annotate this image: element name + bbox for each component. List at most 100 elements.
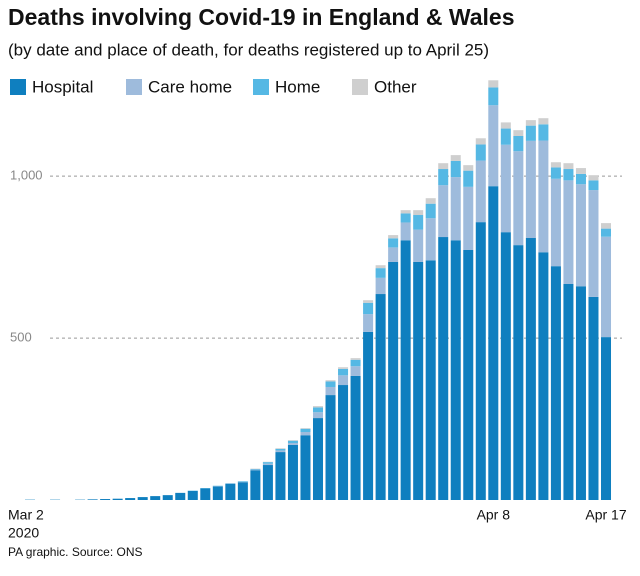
bar-segment (300, 428, 311, 429)
bar-segment (287, 440, 298, 444)
bar-segment (375, 268, 386, 278)
bar-segment (588, 180, 599, 191)
x-tick-label: Mar 2 (8, 507, 44, 523)
bar-segment (500, 232, 511, 500)
bar-segment (425, 198, 436, 204)
legend-label: Other (374, 77, 417, 96)
bar-segment (438, 163, 449, 170)
bar-segment (425, 218, 436, 261)
bar-segment (463, 249, 474, 500)
bar-segment (525, 125, 536, 141)
bar-segment (312, 406, 324, 408)
bar-segment (363, 331, 374, 500)
bar-segment (400, 210, 411, 214)
bar-segment (275, 452, 286, 500)
bar-segment (325, 380, 336, 382)
bar-segment (325, 381, 336, 387)
bar-segment (488, 87, 499, 106)
bar-segment (575, 184, 586, 287)
bar-segment (450, 177, 461, 241)
bar-segment (550, 162, 561, 168)
bar-segment (550, 167, 561, 179)
bar-segment (600, 236, 612, 338)
chart-subtitle: (by date and place of death, for deaths … (8, 40, 489, 59)
bar-segment (600, 228, 612, 237)
bar-segment (525, 238, 536, 500)
bar-segment (563, 180, 574, 284)
bar-segment (275, 448, 286, 449)
bar-segment (413, 261, 424, 500)
bar-segment (563, 163, 574, 170)
bar-segment (112, 498, 123, 500)
bar-segment (325, 395, 336, 500)
bar-segment (338, 368, 349, 376)
bar-segment (363, 302, 374, 315)
bar-segment (588, 296, 599, 500)
bar-segment (212, 486, 223, 500)
bar-segment (250, 468, 261, 470)
bar-segment (237, 481, 248, 482)
bar-segment (500, 128, 511, 145)
bar-segment (550, 266, 561, 500)
bar-segment (100, 499, 111, 500)
bar-segment (175, 492, 186, 500)
bar-segment (125, 498, 136, 500)
bar-segment (525, 120, 536, 126)
bar-segment (538, 252, 549, 500)
legend-swatch (253, 79, 269, 95)
bar-segment (350, 358, 361, 360)
bar-segment (388, 238, 399, 248)
bar-segment (287, 444, 298, 500)
legend-label: Care home (148, 77, 232, 96)
bar-segment (388, 261, 399, 500)
bar-segment (300, 428, 311, 432)
bar-segment (463, 186, 474, 250)
chart-title: Deaths involving Covid-19 in England & W… (8, 4, 515, 30)
bar-segment (250, 469, 261, 471)
bar-segment (513, 130, 524, 136)
legend-label: Home (275, 77, 320, 96)
bar-segment (550, 178, 561, 267)
bar-segment (413, 210, 424, 216)
bar-segment (438, 169, 449, 186)
bar-segment (475, 222, 486, 500)
bar-segment (575, 286, 586, 500)
bar-segment (488, 186, 499, 501)
bar-segment (312, 412, 324, 419)
bar-segment (137, 497, 148, 500)
bar-segment (563, 283, 574, 500)
source: PA graphic. Source: ONS (8, 545, 143, 559)
bar-segment (450, 155, 461, 161)
bar-segment (300, 435, 311, 500)
bar-segment (463, 165, 474, 171)
bar-segment (388, 235, 399, 239)
bar-segment (425, 203, 436, 219)
y-tick-label: 1,000 (10, 168, 43, 183)
bar-segment (538, 118, 549, 125)
bar-segment (450, 240, 461, 500)
bar-segment (350, 366, 361, 376)
bar-segment (338, 385, 349, 500)
bar-segment (87, 499, 98, 500)
bar-segment (513, 245, 524, 500)
bar-segment (338, 367, 349, 369)
bar-segment (187, 490, 198, 500)
bar-segment (438, 185, 449, 238)
bar-segment (413, 215, 424, 230)
y-tick-label: 500 (10, 330, 32, 345)
bar-segment (350, 359, 361, 367)
bar-segment (500, 122, 511, 129)
bar-segment (325, 386, 336, 396)
x-tick-year: 2020 (8, 525, 39, 541)
legend-swatch (126, 79, 142, 95)
bar-segment (312, 418, 324, 500)
bar-segment (475, 160, 486, 223)
x-tick-label: Apr 8 (477, 507, 511, 523)
bar-segment (588, 175, 599, 181)
bar-segment (563, 169, 574, 181)
legend-swatch (10, 79, 26, 95)
bar-segment (400, 222, 411, 241)
bar-segment (350, 375, 361, 500)
bar-segment (300, 431, 311, 436)
